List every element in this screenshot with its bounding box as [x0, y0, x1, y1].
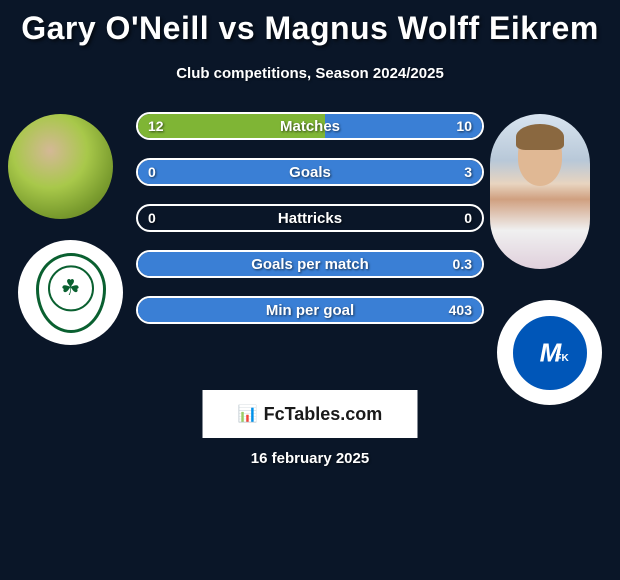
comparison-subtitle: Club competitions, Season 2024/2025	[0, 65, 620, 82]
bar-label: Matches	[138, 114, 482, 138]
bar-value-right: 403	[449, 298, 472, 322]
bar-value-right: 0.3	[453, 252, 472, 276]
stat-bar: 0Hattricks0	[136, 204, 484, 232]
footer-date: 16 february 2025	[0, 450, 620, 467]
player-left-avatar	[8, 114, 113, 219]
stat-bar: 12Matches10	[136, 112, 484, 140]
stat-bar: Min per goal403	[136, 296, 484, 324]
bar-label: Goals	[138, 160, 482, 184]
bar-label: Goals per match	[138, 252, 482, 276]
comparison-title: Gary O'Neill vs Magnus Wolff Eikrem	[0, 0, 620, 47]
chart-icon: 📊	[238, 404, 258, 424]
brand-text: FcTables.com	[264, 404, 383, 425]
bar-label: Min per goal	[138, 298, 482, 322]
bar-value-right: 3	[464, 160, 472, 184]
player-right-avatar	[490, 114, 590, 269]
bar-label: Hattricks	[138, 206, 482, 230]
bar-value-right: 10	[456, 114, 472, 138]
stat-bars: 12Matches100Goals30Hattricks0Goals per m…	[136, 112, 484, 342]
club-right-badge	[497, 300, 602, 405]
stat-bar: Goals per match0.3	[136, 250, 484, 278]
club-left-badge	[18, 240, 123, 345]
brand-logo: 📊 FcTables.com	[203, 390, 418, 438]
bar-value-right: 0	[464, 206, 472, 230]
stat-bar: 0Goals3	[136, 158, 484, 186]
comparison-content: 12Matches100Goals30Hattricks0Goals per m…	[0, 110, 620, 370]
